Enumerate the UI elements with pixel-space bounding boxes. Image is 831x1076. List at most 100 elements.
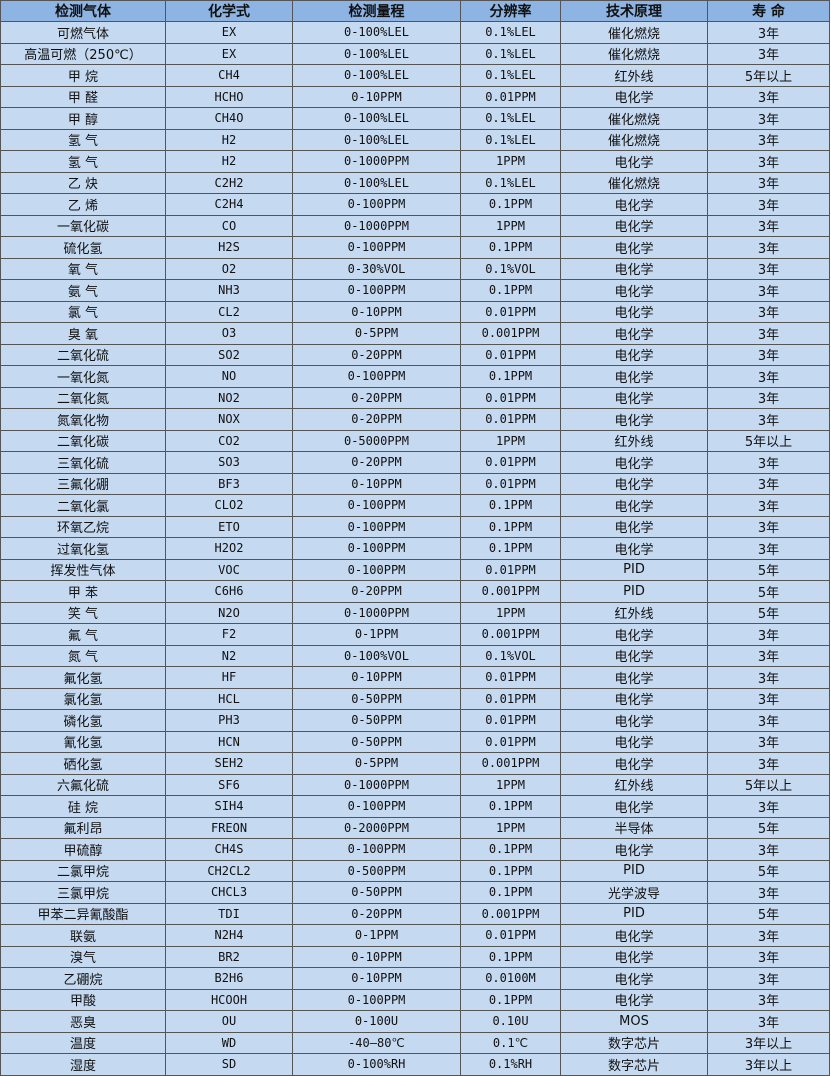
header-principle: 技术原理 bbox=[560, 0, 708, 22]
header-lifespan: 寿 命 bbox=[707, 0, 830, 22]
cell-formula: CH4O bbox=[165, 107, 293, 130]
cell-range: 0-100%RH bbox=[292, 1053, 461, 1076]
table-row: 溴气 BR2 0-10PPM 0.1PPM 电化学 3年 bbox=[0, 945, 830, 968]
cell-lifespan: 3年 bbox=[707, 838, 830, 861]
cell-principle: 电化学 bbox=[560, 838, 708, 861]
cell-resolution: 0.01PPM bbox=[460, 924, 561, 947]
cell-range: 0-100%LEL bbox=[292, 64, 461, 87]
cell-gas-name: 恶臭 bbox=[0, 1010, 166, 1033]
cell-gas-name: 可燃气体 bbox=[0, 21, 166, 44]
table-row: 湿度 SD 0-100%RH 0.1%RH 数字芯片 3年以上 bbox=[0, 1053, 830, 1076]
cell-lifespan: 3年 bbox=[707, 988, 830, 1011]
table-header-row: 检测气体 化学式 检测量程 分辨率 技术原理寿 命 bbox=[0, 0, 830, 22]
cell-resolution: 0.1PPM bbox=[460, 515, 561, 538]
table-row: 二氧化碳 CO2 0-5000PPM 1PPM 红外线 5年以上 bbox=[0, 429, 830, 452]
header-resolution: 分辨率 bbox=[460, 0, 561, 22]
cell-gas-name: 氟化氢 bbox=[0, 666, 166, 689]
cell-principle: 电化学 bbox=[560, 343, 708, 366]
cell-formula: WD bbox=[165, 1031, 293, 1054]
cell-lifespan: 3年 bbox=[707, 924, 830, 947]
table-row: 氟化氢 HF 0-10PPM 0.01PPM 电化学 3年 bbox=[0, 666, 830, 689]
cell-gas-name: 甲硫醇 bbox=[0, 838, 166, 861]
cell-lifespan: 3年 bbox=[707, 515, 830, 538]
cell-resolution: 0.001PPM bbox=[460, 580, 561, 603]
cell-gas-name: 臭 氧 bbox=[0, 322, 166, 345]
cell-range: 0-100PPM bbox=[292, 558, 461, 581]
table-row: 温度 WD -40—80℃ 0.1℃ 数字芯片 3年以上 bbox=[0, 1031, 830, 1054]
cell-gas-name: 乙硼烷 bbox=[0, 967, 166, 990]
cell-gas-name: 环氧乙烷 bbox=[0, 515, 166, 538]
cell-principle: 电化学 bbox=[560, 537, 708, 560]
cell-range: 0-100PPM bbox=[292, 193, 461, 216]
cell-principle: 电化学 bbox=[560, 214, 708, 237]
cell-principle: 电化学 bbox=[560, 300, 708, 323]
cell-principle: 电化学 bbox=[560, 709, 708, 732]
cell-lifespan: 3年 bbox=[707, 967, 830, 990]
cell-formula: CO bbox=[165, 214, 293, 237]
table-row: 氰化氢 HCN 0-50PPM 0.01PPM 电化学 3年 bbox=[0, 730, 830, 753]
cell-resolution: 0.1PPM bbox=[460, 494, 561, 517]
cell-lifespan: 3年 bbox=[707, 214, 830, 237]
cell-formula: HCL bbox=[165, 687, 293, 710]
cell-principle: 数字芯片 bbox=[560, 1031, 708, 1054]
cell-formula: N2O bbox=[165, 601, 293, 624]
cell-lifespan: 3年 bbox=[707, 795, 830, 818]
cell-range: 0-1PPM bbox=[292, 924, 461, 947]
cell-resolution: 0.001PPM bbox=[460, 322, 561, 345]
table-row: 二氧化氯 CLO2 0-100PPM 0.1PPM 电化学 3年 bbox=[0, 494, 830, 517]
table-row: 二氧化氮 NO2 0-20PPM 0.01PPM 电化学 3年 bbox=[0, 386, 830, 409]
cell-formula: HCN bbox=[165, 730, 293, 753]
cell-resolution: 0.01PPM bbox=[460, 730, 561, 753]
cell-resolution: 0.1%LEL bbox=[460, 21, 561, 44]
cell-resolution: 0.01PPM bbox=[460, 687, 561, 710]
cell-formula: NO bbox=[165, 365, 293, 388]
cell-gas-name: 氢 气 bbox=[0, 150, 166, 173]
cell-lifespan: 5年 bbox=[707, 601, 830, 624]
cell-formula: EX bbox=[165, 42, 293, 65]
cell-range: 0-10PPM bbox=[292, 300, 461, 323]
table-row: 过氧化氢 H2O2 0-100PPM 0.1PPM 电化学 3年 bbox=[0, 537, 830, 560]
cell-lifespan: 3年 bbox=[707, 623, 830, 646]
cell-formula: NH3 bbox=[165, 279, 293, 302]
cell-resolution: 0.1PPM bbox=[460, 365, 561, 388]
cell-gas-name: 一氧化碳 bbox=[0, 214, 166, 237]
cell-principle: 电化学 bbox=[560, 752, 708, 775]
cell-range: 0-20PPM bbox=[292, 408, 461, 431]
cell-lifespan: 3年 bbox=[707, 279, 830, 302]
header-range: 检测量程 bbox=[292, 0, 461, 22]
cell-resolution: 1PPM bbox=[460, 429, 561, 452]
cell-resolution: 0.1PPM bbox=[460, 859, 561, 882]
header-gas-name: 检测气体 bbox=[0, 0, 166, 22]
cell-formula: TDI bbox=[165, 902, 293, 925]
cell-lifespan: 3年 bbox=[707, 365, 830, 388]
cell-formula: SEH2 bbox=[165, 752, 293, 775]
cell-formula: CLO2 bbox=[165, 494, 293, 517]
cell-principle: 电化学 bbox=[560, 408, 708, 431]
table-row: 联氨 N2H4 0-1PPM 0.01PPM 电化学 3年 bbox=[0, 924, 830, 947]
cell-lifespan: 5年以上 bbox=[707, 64, 830, 87]
cell-range: 0-100U bbox=[292, 1010, 461, 1033]
cell-lifespan: 3年 bbox=[707, 945, 830, 968]
cell-gas-name: 甲 醇 bbox=[0, 107, 166, 130]
cell-resolution: 0.001PPM bbox=[460, 752, 561, 775]
cell-resolution: 0.1%LEL bbox=[460, 171, 561, 194]
cell-lifespan: 3年以上 bbox=[707, 1053, 830, 1076]
cell-gas-name: 联氨 bbox=[0, 924, 166, 947]
table-row: 恶臭 OU 0-100U 0.10U MOS 3年 bbox=[0, 1010, 830, 1033]
cell-gas-name: 乙 烯 bbox=[0, 193, 166, 216]
cell-range: 0-2000PPM bbox=[292, 816, 461, 839]
cell-principle: 电化学 bbox=[560, 967, 708, 990]
cell-gas-name: 磷化氢 bbox=[0, 709, 166, 732]
table-row: 乙 烯 C2H4 0-100PPM 0.1PPM 电化学 3年 bbox=[0, 193, 830, 216]
cell-principle: 电化学 bbox=[560, 257, 708, 280]
cell-principle: 催化燃烧 bbox=[560, 107, 708, 130]
cell-formula: C2H4 bbox=[165, 193, 293, 216]
cell-range: 0-50PPM bbox=[292, 709, 461, 732]
cell-lifespan: 3年 bbox=[707, 257, 830, 280]
cell-gas-name: 氮氧化物 bbox=[0, 408, 166, 431]
cell-lifespan: 5年 bbox=[707, 816, 830, 839]
cell-range: 0-100%VOL bbox=[292, 644, 461, 667]
cell-formula: NOX bbox=[165, 408, 293, 431]
cell-resolution: 0.1%LEL bbox=[460, 42, 561, 65]
cell-formula: F2 bbox=[165, 623, 293, 646]
